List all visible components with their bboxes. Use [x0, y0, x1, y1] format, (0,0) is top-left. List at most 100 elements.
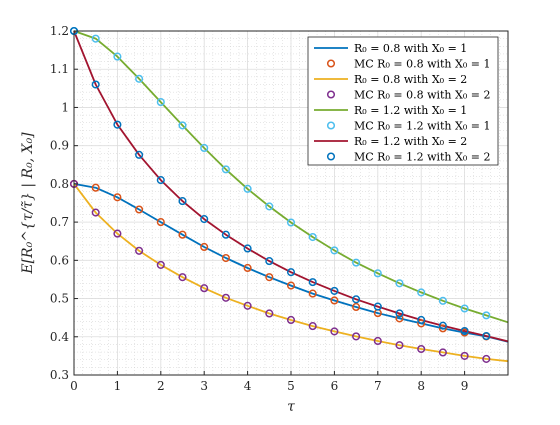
x-tick-label: 5	[287, 379, 295, 393]
data-point	[330, 246, 339, 255]
data-point	[352, 258, 361, 267]
data-point	[308, 278, 317, 287]
data-point	[330, 286, 339, 295]
legend-swatch-marker	[326, 121, 336, 130]
x-tick-label: 7	[374, 379, 382, 393]
data-point	[243, 263, 252, 273]
series-line	[73, 30, 509, 343]
data-point	[460, 351, 469, 360]
data-point	[113, 120, 122, 129]
x-tick-label: 3	[200, 379, 208, 393]
data-point	[221, 230, 230, 239]
legend-label: R₀ = 1.2 with X₀ = 1	[354, 104, 467, 117]
data-point	[200, 284, 209, 293]
legend-swatch-marker	[326, 59, 336, 68]
legend-swatch-marker	[326, 152, 336, 161]
data-point	[200, 215, 209, 224]
legend-label: MC R₀ = 0.8 with X₀ = 2	[354, 89, 490, 102]
data-point	[286, 268, 296, 277]
x-tick-label: 2	[157, 379, 165, 393]
data-point	[243, 244, 252, 253]
y-tick-label: 1.1	[50, 62, 69, 76]
data-point	[395, 341, 404, 350]
data-point	[482, 311, 491, 320]
data-point	[156, 260, 165, 269]
data-point	[156, 98, 165, 107]
data-point	[221, 253, 230, 263]
x-tick-label: 1	[114, 379, 122, 393]
data-point	[221, 165, 230, 174]
x-ticks: 0 1 2 3 4 5 6 7 8 9	[70, 371, 468, 393]
data-point	[417, 288, 426, 297]
data-point	[417, 344, 426, 354]
legend: R₀ = 0.8 with X₀ = 1 MC R₀ = 0.8 with X₀ …	[307, 36, 499, 166]
data-point	[243, 301, 252, 310]
y-ticks: 0.3 0.4 0.5 0.6 0.7 0.8 0.9 1 1.1 1.2	[50, 24, 78, 382]
data-point	[417, 315, 426, 325]
data-point	[460, 304, 469, 313]
y-tick-label: 0.8	[50, 177, 69, 191]
data-point	[373, 269, 382, 278]
x-tick-label: 6	[331, 379, 339, 393]
y-tick-label: 0.6	[50, 253, 69, 267]
data-point	[178, 273, 187, 282]
series-lines	[73, 30, 509, 363]
data-point	[265, 202, 274, 211]
data-point	[395, 309, 404, 318]
data-point	[221, 293, 230, 302]
data-point	[352, 295, 361, 304]
data-point	[91, 208, 100, 217]
data-point	[113, 229, 122, 238]
series-line	[73, 183, 509, 363]
data-point	[135, 246, 144, 255]
legend-label: MC R₀ = 1.2 with X₀ = 1	[354, 120, 490, 133]
data-point	[113, 193, 122, 202]
data-point	[330, 296, 339, 305]
data-point	[156, 218, 165, 227]
data-point	[91, 183, 100, 192]
data-point	[91, 80, 100, 89]
data-point	[178, 230, 187, 239]
data-point	[308, 322, 317, 331]
data-point	[482, 331, 491, 341]
data-point	[265, 309, 274, 318]
data-point	[135, 150, 144, 159]
legend-label: R₀ = 0.8 with X₀ = 1	[354, 42, 467, 55]
data-point	[308, 289, 317, 298]
data-point	[373, 302, 382, 311]
data-point	[156, 176, 165, 185]
data-point	[352, 332, 361, 341]
data-point	[438, 348, 447, 357]
x-tick-label: 8	[417, 379, 425, 393]
data-point	[395, 279, 404, 288]
data-point	[308, 232, 317, 242]
y-tick-label: 0.9	[50, 139, 69, 153]
data-point	[395, 314, 404, 323]
data-point	[352, 302, 361, 312]
legend-label: MC R₀ = 0.8 with X₀ = 1	[354, 58, 490, 71]
y-tick-label: 0.4	[50, 330, 69, 344]
data-point	[178, 121, 187, 130]
data-point	[330, 327, 339, 336]
series-line	[73, 30, 509, 324]
data-point	[482, 354, 491, 363]
legend-box	[307, 36, 499, 166]
data-point	[243, 184, 252, 193]
y-axis-label: E[R₀^{τ/τ̃} | R₀, X₀]	[20, 132, 36, 275]
y-tick-label: 0.7	[50, 215, 69, 229]
legend-label: R₀ = 0.8 with X₀ = 2	[354, 73, 467, 86]
data-point	[178, 197, 187, 206]
x-axis-label: τ	[287, 399, 295, 415]
data-point	[286, 281, 296, 290]
y-tick-label: 0.3	[50, 368, 69, 382]
data-point	[438, 296, 447, 305]
data-point	[200, 143, 209, 153]
data-point	[286, 218, 296, 227]
legend-label: R₀ = 1.2 with X₀ = 2	[354, 135, 467, 148]
data-point	[373, 336, 382, 346]
data-point	[417, 319, 426, 328]
series-line	[73, 183, 509, 343]
y-tick-label: 1	[61, 100, 69, 114]
y-tick-label: 1.2	[50, 24, 69, 38]
